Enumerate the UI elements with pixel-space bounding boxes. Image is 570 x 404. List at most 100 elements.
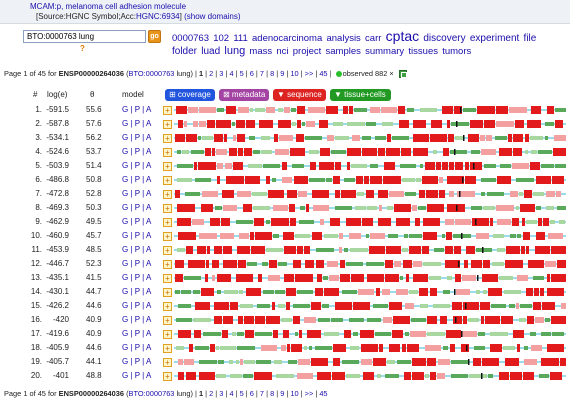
model-links[interactable]: G | P | A [122,315,152,324]
coverage-track[interactable] [174,160,566,172]
expand-row-icon[interactable]: + [163,330,172,339]
page-link[interactable]: 8 [270,389,275,398]
tab-tissue-cells[interactable]: ▼ tissue+cells [330,89,391,101]
page-link[interactable]: 4 [229,389,234,398]
tag-link[interactable]: 102 [213,33,230,44]
model-links[interactable]: G | P | A [122,231,152,240]
tag-link[interactable]: luad [201,46,221,57]
tag-link[interactable]: mass [249,46,273,57]
tag-link[interactable]: cptac [385,28,420,44]
coverage-track[interactable] [174,300,566,312]
tag-link[interactable]: analysis [326,33,361,44]
model-links[interactable]: G | P | A [122,105,152,114]
tag-link[interactable]: file [523,33,537,44]
pager-term-link[interactable]: BTO:0000763 [128,69,175,78]
expand-row-icon[interactable]: + [163,204,172,213]
help-icon[interactable]: ? [80,44,85,53]
model-links[interactable]: G | P | A [122,371,152,380]
expand-row-icon[interactable]: + [163,190,172,199]
coverage-track[interactable] [174,314,566,326]
spreadsheet-export-icon[interactable] [398,70,407,79]
coverage-track[interactable] [174,174,566,186]
tab-metadata[interactable]: ⊠ metadata [219,89,269,101]
expand-row-icon[interactable]: + [163,134,172,143]
pager-term-link[interactable]: BTO:0000763 [128,389,175,398]
tag-link[interactable]: project [292,46,322,57]
page-link[interactable]: 7 [259,389,265,398]
coverage-track[interactable] [174,188,566,200]
expand-row-icon[interactable]: + [163,232,172,241]
model-links[interactable]: G | P | A [122,273,152,282]
coverage-track[interactable] [174,244,566,256]
model-links[interactable]: G | P | A [122,189,152,198]
page-link[interactable]: 6 [249,69,254,78]
tag-link[interactable]: adenocarcinoma [252,33,323,44]
tag-link[interactable]: discovery [423,33,466,44]
coverage-track[interactable] [174,202,566,214]
go-button[interactable]: go [148,30,161,43]
page-link[interactable]: 5 [239,69,244,78]
show-domains-link[interactable]: (show domains) [184,12,241,21]
coverage-track[interactable] [174,272,566,284]
expand-row-icon[interactable]: + [163,274,172,283]
coverage-track[interactable] [174,342,566,354]
tag-link[interactable]: tumors [442,46,472,57]
page-link[interactable]: 3 [219,389,224,398]
model-links[interactable]: G | P | A [122,217,152,226]
page-link[interactable]: 6 [249,389,254,398]
expand-row-icon[interactable]: + [163,162,172,171]
page-link[interactable]: 5 [239,389,244,398]
expand-row-icon[interactable]: + [163,120,172,129]
page-link[interactable]: 4 [229,69,234,78]
tag-link[interactable]: summary [365,46,405,57]
coverage-track[interactable] [174,370,566,382]
expand-row-icon[interactable]: + [163,218,172,227]
coverage-track[interactable] [174,132,566,144]
page-link[interactable]: 3 [219,69,224,78]
expand-row-icon[interactable]: + [163,288,172,297]
page-link[interactable]: 10 [290,389,299,398]
expand-row-icon[interactable]: + [163,106,172,115]
expand-row-icon[interactable]: + [163,148,172,157]
expand-row-icon[interactable]: + [163,344,172,353]
expand-row-icon[interactable]: + [163,372,172,381]
tab-sequence[interactable]: ▼ sequence [273,89,326,101]
model-links[interactable]: G | P | A [122,287,152,296]
coverage-track[interactable] [174,118,566,130]
expand-row-icon[interactable]: + [163,316,172,325]
model-links[interactable]: G | P | A [122,245,152,254]
tab-coverage[interactable]: ⊞ coverage [165,89,215,101]
expand-row-icon[interactable]: + [163,246,172,255]
page-link[interactable]: 9 [280,69,285,78]
model-links[interactable]: G | P | A [122,203,152,212]
tag-link[interactable]: lung [224,45,246,57]
coverage-track[interactable] [174,258,566,270]
expand-row-icon[interactable]: + [163,358,172,367]
model-links[interactable]: G | P | A [122,357,152,366]
coverage-track[interactable] [174,356,566,368]
page-link[interactable]: 45 [319,389,328,398]
coverage-track[interactable] [174,216,566,228]
model-links[interactable]: G | P | A [122,161,152,170]
page-link[interactable]: >> [304,389,314,398]
tag-link[interactable]: tissues [408,46,438,57]
page-link[interactable]: 8 [270,69,275,78]
search-input[interactable] [23,30,146,43]
expand-row-icon[interactable]: + [163,302,172,311]
tag-link[interactable]: carr [365,33,382,44]
coverage-track[interactable] [174,230,566,242]
page-link[interactable]: 2 [209,69,214,78]
coverage-track[interactable] [174,104,566,116]
model-links[interactable]: G | P | A [122,119,152,128]
page-link[interactable]: 2 [209,389,214,398]
page-link[interactable]: 10 [290,69,299,78]
tag-link[interactable]: nci [276,46,289,57]
page-link[interactable]: 7 [259,69,265,78]
coverage-track[interactable] [174,146,566,158]
page-link[interactable]: 45 [319,69,328,78]
model-links[interactable]: G | P | A [122,133,152,142]
page-link[interactable]: >> [304,69,314,78]
model-links[interactable]: G | P | A [122,259,152,268]
tag-link[interactable]: 0000763 [172,33,209,44]
hgnc-link[interactable]: HGNC:6934 [136,12,180,21]
